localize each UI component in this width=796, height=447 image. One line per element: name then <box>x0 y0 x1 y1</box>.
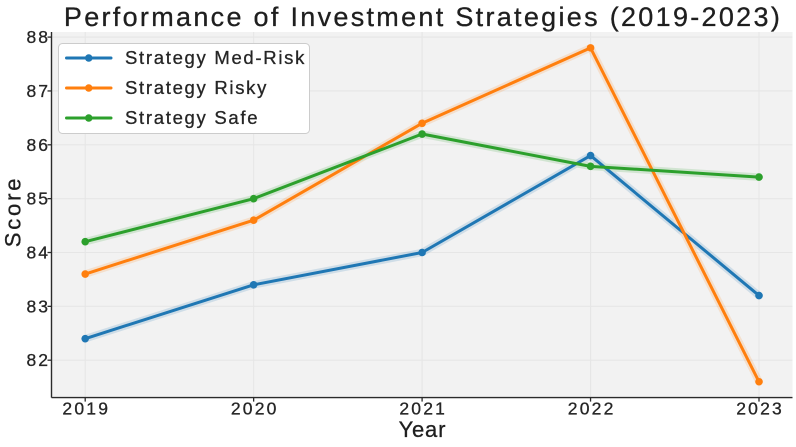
svg-text:88: 88 <box>27 27 50 47</box>
svg-text:2021: 2021 <box>399 399 447 419</box>
svg-text:85: 85 <box>27 189 50 209</box>
svg-text:87: 87 <box>27 81 50 101</box>
svg-text:Strategy Risky: Strategy Risky <box>125 77 268 98</box>
svg-text:82: 82 <box>27 350 50 370</box>
svg-text:2023: 2023 <box>736 399 784 419</box>
svg-text:Score: Score <box>1 176 26 247</box>
svg-text:2022: 2022 <box>568 399 616 419</box>
svg-text:2020: 2020 <box>231 399 279 419</box>
svg-text:Year: Year <box>399 417 447 442</box>
svg-text:84: 84 <box>27 243 50 263</box>
svg-text:Performance of Investment Stra: Performance of Investment Strategies (20… <box>64 2 782 32</box>
svg-text:Strategy Safe: Strategy Safe <box>125 107 259 128</box>
svg-text:Strategy Med-Risk: Strategy Med-Risk <box>125 47 306 68</box>
svg-text:83: 83 <box>27 296 50 316</box>
svg-text:86: 86 <box>27 135 50 155</box>
svg-text:2019: 2019 <box>62 399 110 419</box>
